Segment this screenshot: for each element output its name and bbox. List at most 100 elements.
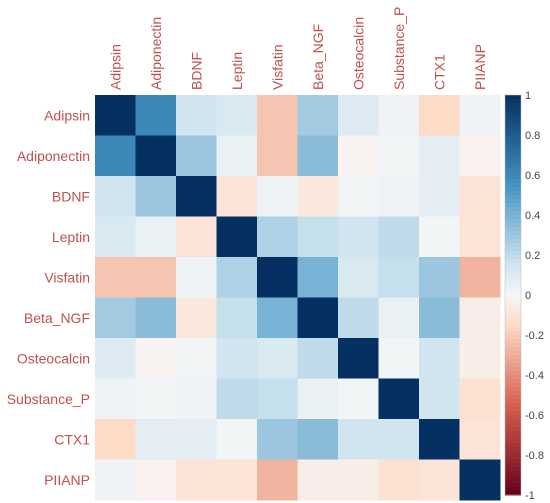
heatmap-cell-Osteocalcin-Osteocalcin (338, 338, 379, 379)
heatmap-cell-Beta_NGF-PIIANP (459, 297, 501, 339)
colorbar-segment (505, 323, 521, 328)
colorbar-segment (505, 447, 521, 452)
colorbar-segment (505, 299, 521, 304)
heatmap-cell-Adipsin-Adipsin (95, 95, 136, 136)
row-label: PIIANP (44, 472, 90, 488)
colorbar-segment (505, 311, 521, 316)
heatmap-cell-Leptin-PIIANP (459, 216, 501, 258)
colorbar-segment (505, 315, 521, 320)
heatmap-cell-Osteocalcin-PIIANP (459, 338, 501, 379)
colorbar-segment (505, 267, 521, 272)
column-label: Leptin (229, 52, 245, 90)
colorbar-segment (505, 195, 521, 200)
heatmap-cell-Osteocalcin-Adipsin (95, 338, 136, 379)
column-label: Beta_NGF (310, 24, 326, 90)
colorbar-segment (505, 95, 521, 100)
colorbar-segment (505, 175, 521, 180)
heatmap-cell-BDNF-Adipsin (95, 176, 136, 217)
heatmap-cell-CTX1-Leptin (216, 419, 258, 460)
heatmap-cell-Leptin-Adipsin (95, 216, 136, 258)
heatmap-cell-Adiponectin-Adipsin (95, 135, 136, 177)
row-label: Osteocalcin (17, 350, 90, 366)
colorbar-segment (505, 191, 521, 196)
colorbar-segment (505, 471, 521, 476)
heatmap-cell-BDNF-CTX1 (419, 176, 460, 217)
row-labels: Adipsin Adiponectin BDNF Leptin Visfatin Beta… (7, 107, 91, 488)
heatmap-cell-Adipsin-Adiponectin (135, 95, 177, 136)
colorbar-segment (505, 343, 521, 348)
column-label: Visfatin (269, 44, 285, 90)
heatmap-cell-Visfatin-Leptin (216, 257, 258, 298)
heatmap-cell-Beta_NGF-BDNF (176, 297, 217, 339)
heatmap-cell-PIIANP-Osteocalcin (338, 459, 379, 501)
heatmap-cell-Beta_NGF-Visfatin (257, 297, 298, 339)
heatmap-cell-Beta_NGF-Beta_NGF (297, 297, 339, 339)
heatmap-cell-Leptin-Adiponectin (135, 216, 177, 258)
heatmap-cell-Adipsin-Beta_NGF (297, 95, 339, 136)
heatmap-cell-Osteocalcin-Visfatin (257, 338, 298, 379)
heatmap-cell-Substance_P-Visfatin (257, 378, 298, 420)
heatmap-cell-Substance_P-CTX1 (419, 378, 460, 420)
heatmap-cell-Visfatin-BDNF (176, 257, 217, 298)
heatmap-cell-CTX1-Osteocalcin (338, 419, 379, 460)
heatmap-cell-BDNF-Visfatin (257, 176, 298, 217)
colorbar-segment (505, 127, 521, 132)
heatmap-cell-PIIANP-Beta_NGF (297, 459, 339, 501)
heatmap-cell-BDNF-Osteocalcin (338, 176, 379, 217)
heatmap-cell-Beta_NGF-Adiponectin (135, 297, 177, 339)
heatmap-cell-Visfatin-Visfatin (257, 257, 298, 298)
column-label: Osteocalcin (350, 17, 366, 90)
colorbar-segment (505, 483, 521, 488)
colorbar-segment (505, 347, 521, 352)
row-label: Substance_P (7, 391, 90, 407)
row-label: Adiponectin (17, 148, 90, 164)
heatmap-cell-Osteocalcin-Adiponectin (135, 338, 177, 379)
colorbar-segment (505, 215, 521, 220)
heatmap-cell-Substance_P-BDNF (176, 378, 217, 420)
colorbar-segment (505, 439, 521, 444)
colorbar-tick-label: -0.4 (525, 370, 544, 382)
heatmap-cell-Substance_P-Adiponectin (135, 378, 177, 420)
colorbar-segment (505, 275, 521, 280)
colorbar-segment (505, 487, 521, 492)
colorbar-segment (505, 423, 521, 428)
heatmap-cell-CTX1-CTX1 (419, 419, 460, 460)
colorbar-segment (505, 163, 521, 168)
heatmap-cell-Adiponectin-PIIANP (459, 135, 501, 177)
colorbar-segment (505, 219, 521, 224)
colorbar-segment (505, 459, 521, 464)
colorbar-segment (505, 139, 521, 144)
colorbar-segment (505, 415, 521, 420)
colorbar-segment (505, 339, 521, 344)
heatmap-cell-Visfatin-Osteocalcin (338, 257, 379, 298)
column-label: Adipsin (107, 44, 123, 90)
heatmap-cell-PIIANP-BDNF (176, 459, 217, 501)
colorbar-segment (505, 151, 521, 156)
colorbar-segment (505, 379, 521, 384)
colorbar-segment (505, 227, 521, 232)
colorbar-segment (505, 443, 521, 448)
colorbar-segment (505, 255, 521, 260)
colorbar-segment (505, 407, 521, 412)
colorbar-segment (505, 475, 521, 480)
heatmap-cell-Leptin-Leptin (216, 216, 258, 258)
colorbar-segment (505, 467, 521, 472)
colorbar-segment (505, 143, 521, 148)
colorbar-segment (505, 411, 521, 416)
column-label: CTX1 (431, 54, 447, 90)
heatmap-cell-Visfatin-Adiponectin (135, 257, 177, 298)
colorbar-segment (505, 159, 521, 164)
colorbar-segment (505, 103, 521, 108)
colorbar-segment (505, 291, 521, 296)
row-label: Adipsin (44, 107, 90, 123)
colorbar-segment (505, 435, 521, 440)
column-label: Substance_P (391, 7, 407, 90)
heatmap-cell-Leptin-Beta_NGF (297, 216, 339, 258)
heatmap-cell-BDNF-PIIANP (459, 176, 501, 217)
colorbar-segment (505, 263, 521, 268)
colorbar-tick-label: 1 (525, 90, 531, 102)
colorbar-segment (505, 431, 521, 436)
heatmap-cell-CTX1-Substance_P (378, 419, 420, 460)
colorbar-segment (505, 303, 521, 308)
colorbar-segment (505, 115, 521, 120)
